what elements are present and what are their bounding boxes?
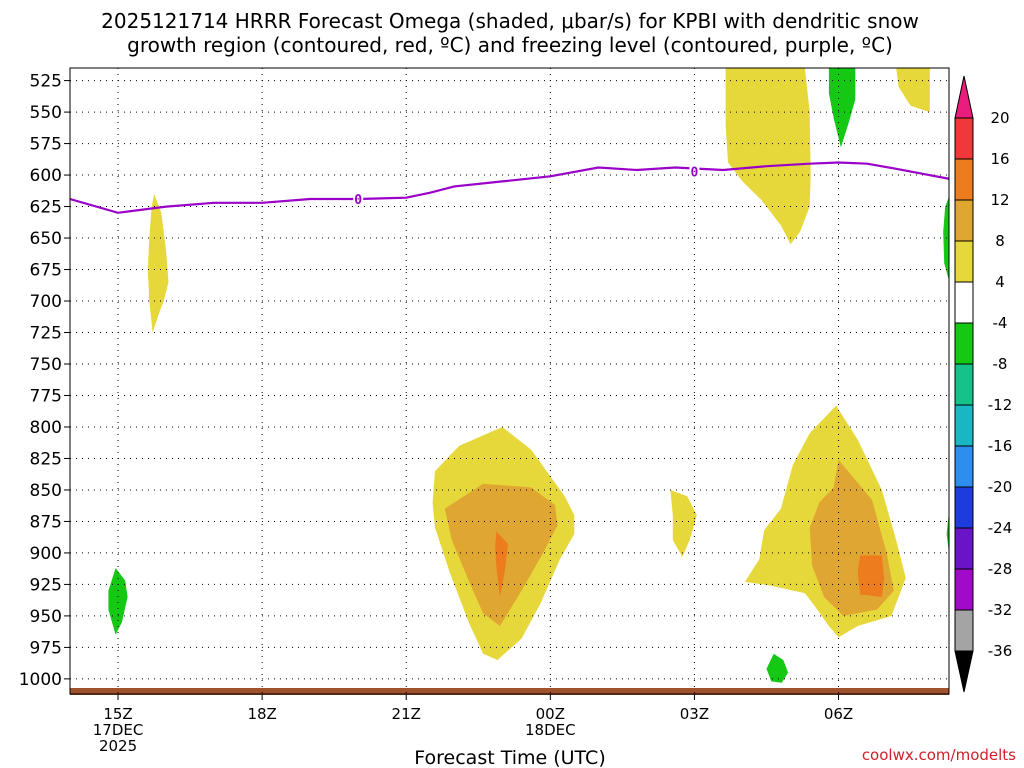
omega-region--4 — [946, 511, 949, 553]
colorbar-swatch — [954, 363, 974, 406]
freezing-level-layer: 00 — [70, 161, 949, 214]
omega-region--4 — [108, 568, 128, 635]
y-tick-label: 925 — [30, 575, 62, 595]
colorbar-tick-label: 12 — [990, 191, 1009, 209]
colorbar-tick-label: -16 — [988, 437, 1013, 455]
y-tick-label: 950 — [30, 607, 62, 627]
freezing-level-label: 0 — [691, 165, 699, 180]
freezing-level-label: 0 — [354, 193, 362, 208]
x-tick-label: 17DEC — [93, 721, 144, 739]
chart-title-line-2: growth region (contoured, red, ºC) and f… — [127, 33, 893, 57]
colorbar-swatch — [954, 527, 974, 570]
omega-shading-layer — [108, 68, 949, 683]
colorbar-tick-label: -12 — [988, 396, 1013, 414]
omega-region--4 — [828, 68, 856, 148]
freezing-level-line — [70, 161, 949, 214]
colorbar-swatch — [954, 445, 974, 488]
y-tick-label: 975 — [30, 638, 62, 658]
x-axis-label: Forecast Time (UTC) — [414, 747, 605, 768]
x-tick-label: 18DEC — [525, 721, 576, 739]
colorbar-top-triangle — [954, 75, 974, 119]
y-tick-label: 750 — [30, 355, 62, 375]
y-tick-label: 550 — [30, 103, 62, 123]
colorbar-tick-label: 8 — [995, 232, 1005, 250]
omega-region-12 — [857, 555, 885, 597]
y-tick-label: 875 — [30, 512, 62, 532]
colorbar-tick-label: 16 — [990, 150, 1009, 168]
omega-region-12 — [495, 531, 509, 597]
colorbar-tick-label: -4 — [993, 314, 1008, 332]
colorbar-swatch — [954, 404, 974, 447]
x-tick-label: 00Z — [536, 705, 565, 723]
y-axis-layer: 525 550 575 600 625 650 675 700 725 750 775 800 825 8… — [19, 72, 70, 690]
gridlines-layer — [70, 68, 949, 694]
x-tick-label: 18Z — [247, 705, 276, 723]
y-tick-label: 775 — [30, 386, 62, 406]
y-tick-label: 625 — [30, 198, 62, 218]
colorbar-swatch — [954, 568, 974, 611]
x-tick-label: 15Z — [103, 705, 132, 723]
omega-region--4 — [943, 196, 949, 281]
colorbar-tick-label: -32 — [988, 601, 1013, 619]
ground-band-layer — [70, 688, 949, 695]
omega-region-4 — [725, 68, 811, 245]
x-tick-label: 03Z — [680, 705, 709, 723]
y-tick-label: 675 — [30, 261, 62, 281]
chart-title-line-1: 2025121714 HRRR Forecast Omega (shaded, … — [101, 9, 919, 33]
colorbar-tick-label: 20 — [990, 109, 1009, 127]
colorbar-tick-label: 4 — [995, 273, 1005, 291]
y-tick-label: 725 — [30, 324, 62, 344]
y-tick-label: 650 — [30, 229, 62, 249]
colorbar-swatch — [954, 281, 974, 324]
y-tick-label: 825 — [30, 449, 62, 469]
omega-region-4 — [147, 194, 169, 333]
colorbar-tick-label: -20 — [988, 478, 1013, 496]
x-tick-label: 2025 — [99, 737, 137, 755]
plot-frame — [69, 67, 950, 695]
colorbar-tick-label: -8 — [993, 355, 1008, 373]
x-tick-label: 21Z — [392, 705, 421, 723]
y-tick-label: 1000 — [19, 670, 62, 690]
omega-region-4 — [896, 68, 930, 113]
colorbar-swatch — [954, 486, 974, 529]
omega-region-4 — [670, 490, 697, 557]
y-tick-label: 600 — [30, 166, 62, 186]
y-tick-label: 700 — [30, 292, 62, 312]
y-tick-label: 800 — [30, 418, 62, 438]
colorbar-swatch — [954, 158, 974, 201]
x-tick-label: 06Z — [824, 705, 853, 723]
omega-region--4 — [766, 653, 789, 683]
colorbar-swatch — [954, 240, 974, 283]
y-tick-label: 525 — [30, 72, 62, 92]
freezing-level-label-bg — [353, 190, 364, 206]
colorbar-tick-label: -24 — [988, 519, 1013, 537]
colorbar-layer: 20 16 12 8 4 -4 -8 -12 -16 -20 -24 -28 -32 -36 — [954, 75, 1013, 693]
colorbar-swatch — [954, 199, 974, 242]
colorbar-swatch — [954, 609, 974, 652]
colorbar-tick-label: -36 — [988, 642, 1013, 660]
colorbar-swatch — [954, 322, 974, 365]
freezing-level-label-bg — [689, 163, 700, 179]
colorbar-bottom-triangle — [954, 650, 974, 693]
colorbar-tick-label: -28 — [988, 560, 1013, 578]
y-tick-label: 850 — [30, 481, 62, 501]
y-tick-label: 900 — [30, 544, 62, 564]
colorbar-swatch — [954, 117, 974, 160]
credit-text: coolwx.com/modelts — [862, 746, 1016, 764]
y-tick-label: 575 — [30, 135, 62, 155]
ground-band — [70, 688, 949, 695]
